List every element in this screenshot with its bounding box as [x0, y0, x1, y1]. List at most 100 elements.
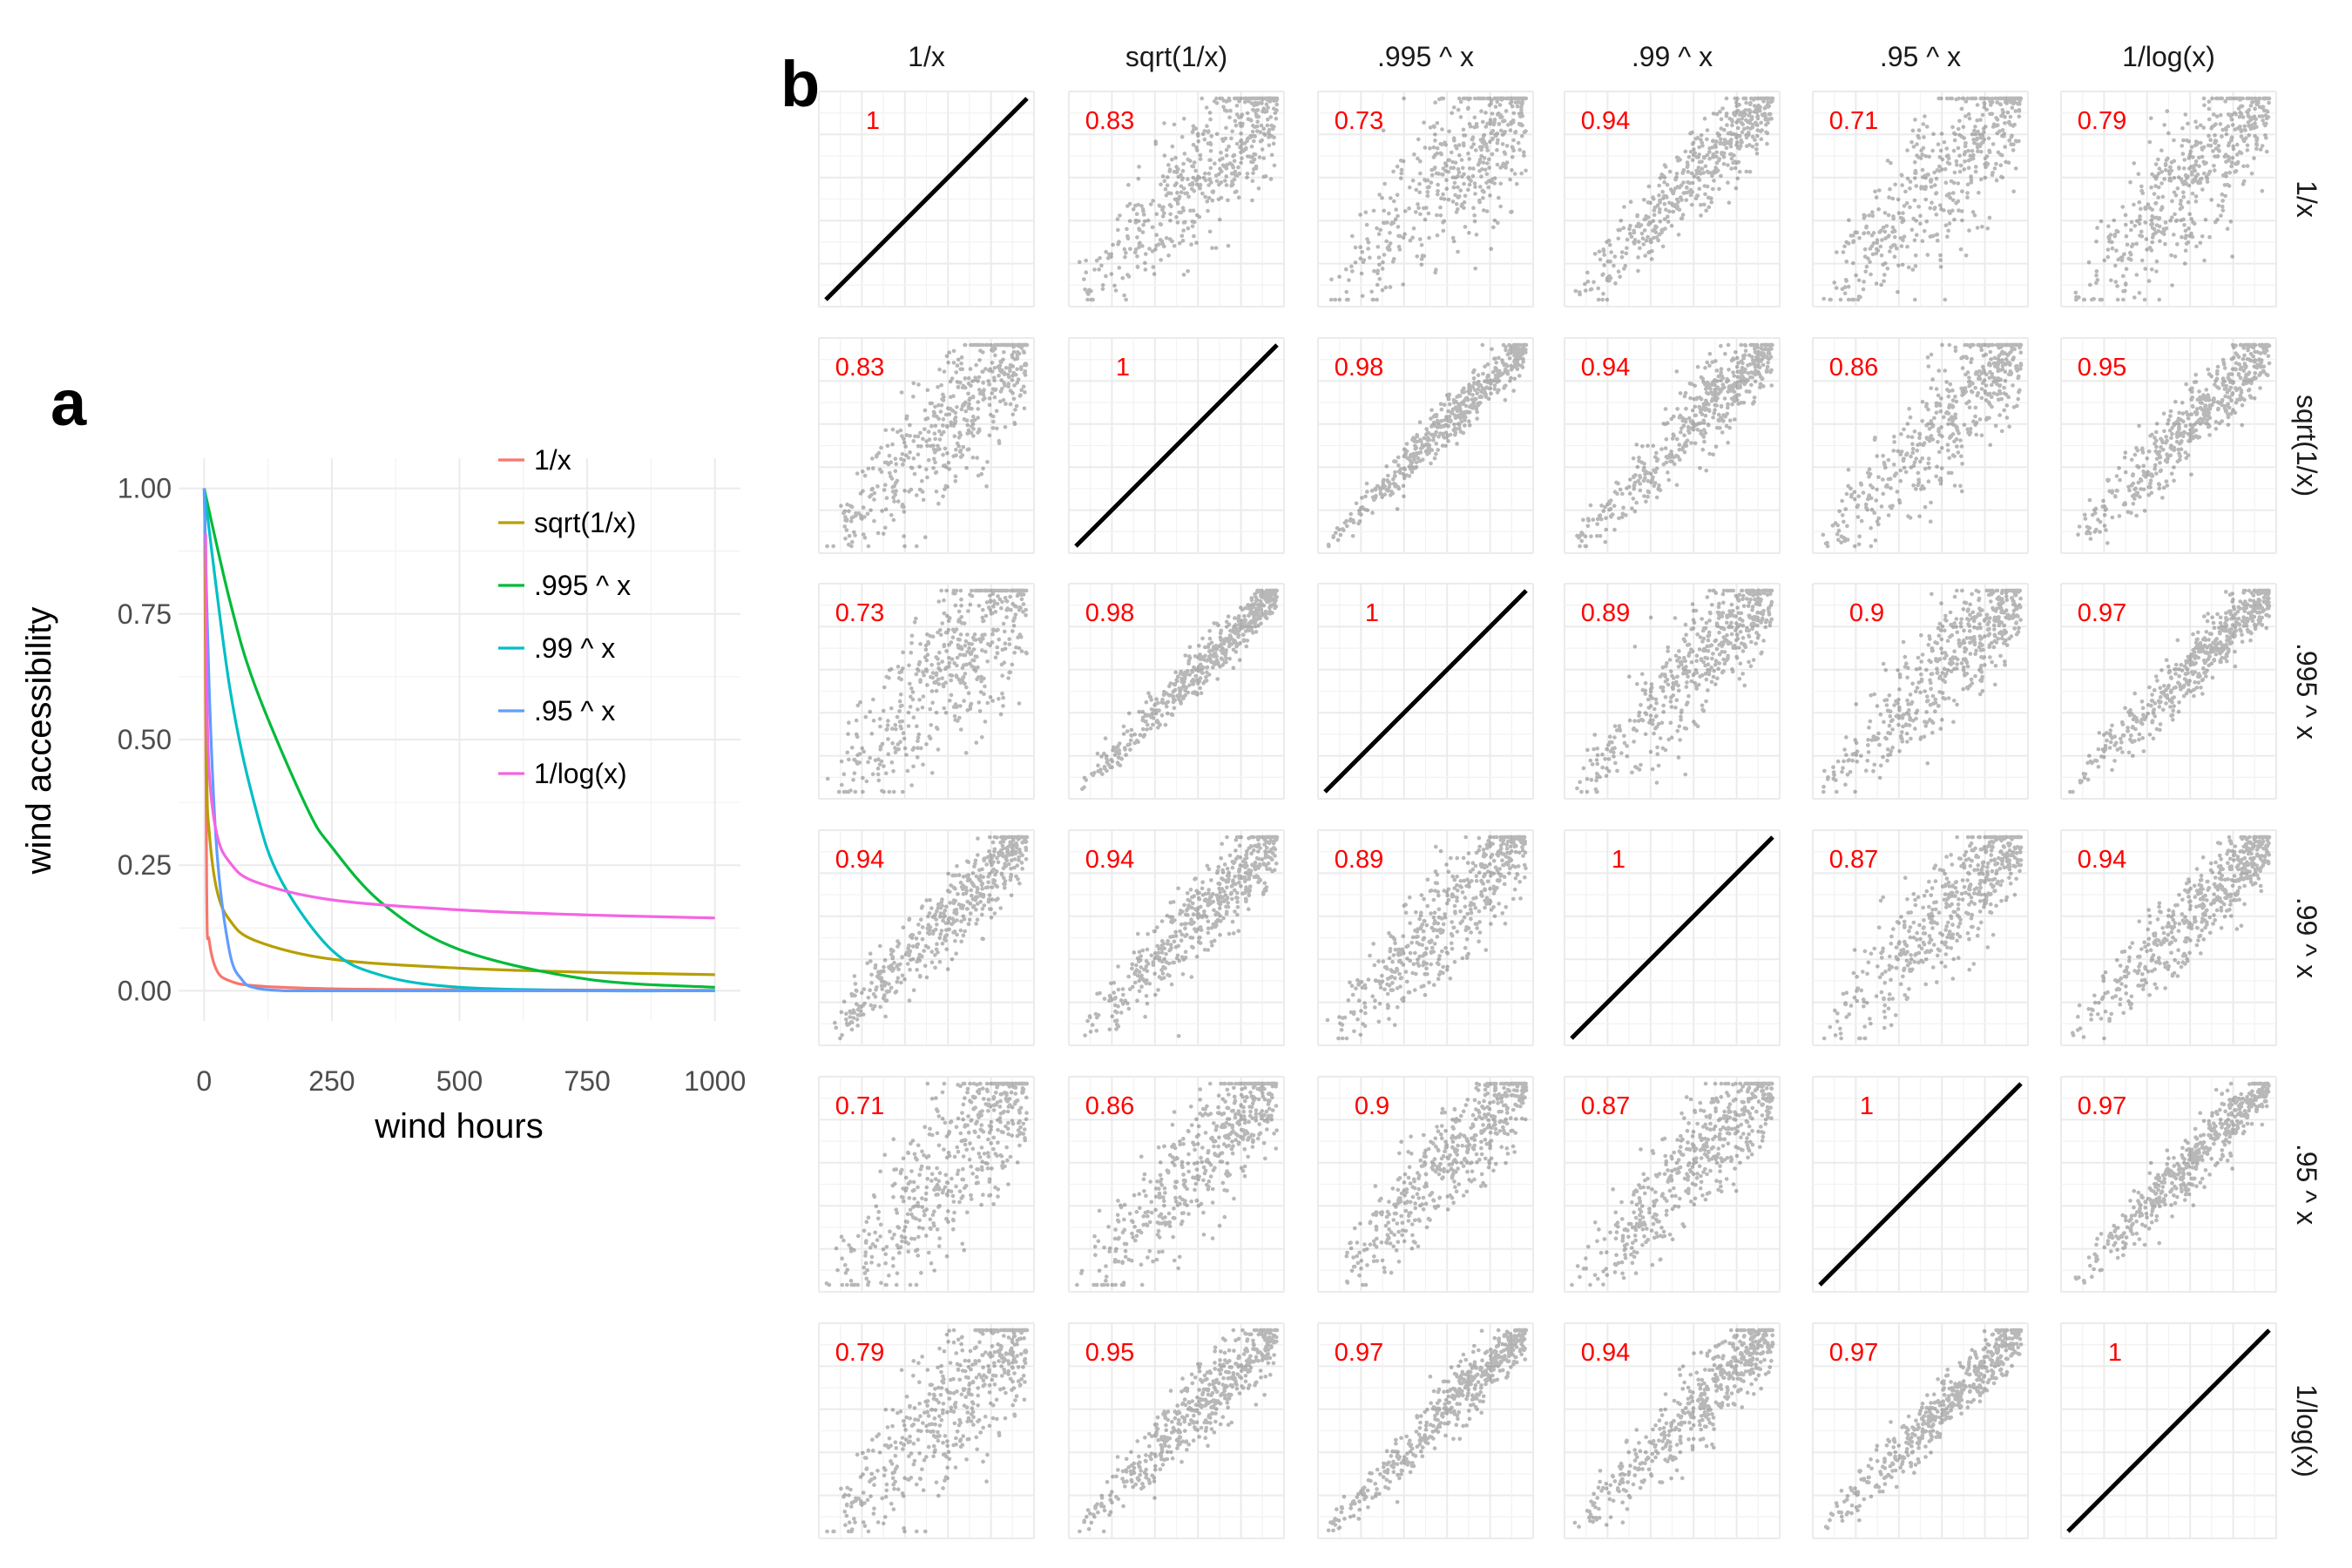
scatter-cell: 0.83 [818, 337, 1035, 554]
panel-a-tick-labels: 0 250 500 750 1000 0.00 0.25 0.50 0.75 1.00 [118, 473, 747, 1097]
correlation-label: 0.94 [835, 846, 884, 874]
scatter-points [1821, 96, 2024, 302]
legend-item: 1/x [498, 444, 571, 476]
panel-a-letter: a [51, 367, 87, 439]
scatter-points [2073, 1081, 2271, 1285]
scatter-points [1821, 588, 2023, 794]
correlation-label: 0.89 [1581, 599, 1630, 627]
scatter-cell: 0.71 [1812, 91, 2029, 308]
scatter-cell: 0.86 [1812, 337, 2029, 554]
correlation-label: 0.94 [1581, 354, 1630, 382]
scatter-cell: 0.94 [1564, 1322, 1781, 1539]
column-strip-label: 1/log(x) [2122, 41, 2215, 72]
scatter-cell: 1 [1564, 829, 1781, 1046]
scatter-cell: 1 [818, 91, 1035, 308]
scatter-cell: 0.97 [2060, 583, 2277, 800]
column-strip-label: 1/x [908, 41, 945, 72]
correlation-label: 1 [1116, 354, 1130, 382]
scatter-cell: 0.97 [1317, 1322, 1534, 1539]
row-strip-label: .95 ^ x [2291, 1144, 2322, 1225]
scatter-points [2071, 835, 2272, 1041]
scatter-cell: 0.97 [1812, 1322, 2029, 1539]
scatter-cell: 0.83 [1068, 91, 1285, 308]
correlation-label: 0.83 [1085, 107, 1134, 135]
scatter-points [1821, 835, 2024, 1041]
scatter-points [825, 342, 1030, 549]
legend-item: .95 ^ x [498, 695, 615, 727]
row-strip-label: 1/log(x) [2291, 1384, 2322, 1477]
panel-a-x-tick-label: 1000 [684, 1065, 746, 1097]
identity-line [1323, 589, 1528, 794]
panel-a-line-chart: a 0 250 500 750 1000 0.00 0.25 0.50 0.75 1.00 win… [20, 367, 746, 1146]
scatter-cell: 0.9 [1317, 1076, 1534, 1293]
scatter-points [1083, 835, 1280, 1038]
scatter-cell: 0.95 [1068, 1322, 1285, 1539]
correlation-label: 0.95 [1085, 1339, 1134, 1367]
correlation-label: 0.73 [835, 599, 884, 627]
scatter-points [1075, 1081, 1279, 1288]
scatter-points [1570, 1081, 1775, 1288]
correlation-label: 0.73 [1335, 107, 1383, 135]
correlation-label: 0.86 [1829, 354, 1878, 382]
series-line [202, 488, 715, 989]
correlation-label: 0.97 [2078, 1092, 2126, 1120]
panel-b-cells: 1 0.83 0.73 0.94 0.71 0.79 0.83 1 0.98 0.94 0.86 0.… [818, 91, 2277, 1539]
row-strip-label: .995 ^ x [2291, 643, 2322, 740]
panel-a-legend: 1/x sqrt(1/x) .995 ^ x .99 ^ x .95 ^ x 1/log(… [498, 444, 636, 789]
correlation-label: 0.9 [1355, 1092, 1389, 1120]
scatter-cell: 1 [1068, 337, 1285, 554]
correlation-label: 0.71 [1829, 107, 1878, 135]
legend-label: .95 ^ x [534, 695, 615, 727]
scatter-cell: 0.73 [818, 583, 1035, 800]
panel-b-scatter-matrix: b 1 0.83 0.73 0.94 0.71 0.79 0.83 1 0.98 0.94 0.86… [781, 41, 2322, 1539]
correlation-label: 1 [866, 107, 880, 135]
correlation-label: 0.89 [1335, 846, 1383, 874]
scatter-points [1078, 1328, 1280, 1534]
correlation-label: 0.94 [1085, 846, 1134, 874]
correlation-label: 0.86 [1085, 1092, 1134, 1120]
scatter-cell: 0.86 [1068, 1076, 1285, 1293]
panel-b-letter: b [781, 48, 820, 120]
scatter-cell: 0.79 [2060, 91, 2277, 308]
correlation-label: 0.79 [835, 1339, 884, 1367]
scatter-cell: 1 [1812, 1076, 2029, 1293]
scatter-points [1326, 1328, 1529, 1533]
identity-line [1570, 835, 1774, 1040]
column-strip-label: .95 ^ x [1880, 41, 1961, 72]
panel-a-gridlines [179, 458, 740, 1021]
scatter-cell: 0.94 [1564, 337, 1781, 554]
correlation-label: 1 [1365, 599, 1379, 627]
scatter-cell: 0.98 [1068, 583, 1285, 800]
scatter-cell: 0.98 [1317, 337, 1534, 554]
legend-label: sqrt(1/x) [534, 507, 636, 538]
column-strip-label: .99 ^ x [1632, 41, 1713, 72]
panel-a-x-tick-label: 250 [308, 1065, 355, 1097]
correlation-label: 0.98 [1335, 354, 1383, 382]
panel-a-x-tick-label: 750 [564, 1065, 610, 1097]
identity-line [2066, 1328, 2271, 1533]
correlation-label: 0.97 [1335, 1339, 1383, 1367]
correlation-label: 0.95 [2078, 354, 2126, 382]
scatter-points [825, 588, 1029, 794]
scatter-points [2073, 96, 2272, 302]
legend-label: 1/x [534, 444, 571, 476]
panel-a-y-tick-label: 1.00 [118, 473, 172, 504]
scatter-cell: 0.97 [2060, 1076, 2277, 1293]
scatter-cell: 0.9 [1812, 583, 2029, 800]
correlation-label: 1 [1860, 1092, 1874, 1120]
panel-a-series-lines [202, 488, 715, 993]
scatter-points [1821, 342, 2024, 549]
correlation-label: 1 [1612, 846, 1625, 874]
column-strip-label: .995 ^ x [1377, 41, 1474, 72]
correlation-label: 1 [2108, 1339, 2122, 1367]
scatter-cell: 0.94 [818, 829, 1035, 1046]
scatter-cell: 0.87 [1564, 1076, 1781, 1293]
scatter-cell: 0.94 [1564, 91, 1781, 308]
scatter-points [1823, 1328, 2024, 1531]
scatter-points [1328, 96, 1529, 302]
panel-a-y-tick-label: 0.50 [118, 724, 172, 755]
correlation-label: 0.83 [835, 354, 884, 382]
panel-a-x-tick-label: 500 [436, 1065, 483, 1097]
legend-item: 1/log(x) [498, 758, 627, 789]
scatter-cell: 0.87 [1812, 829, 2029, 1046]
